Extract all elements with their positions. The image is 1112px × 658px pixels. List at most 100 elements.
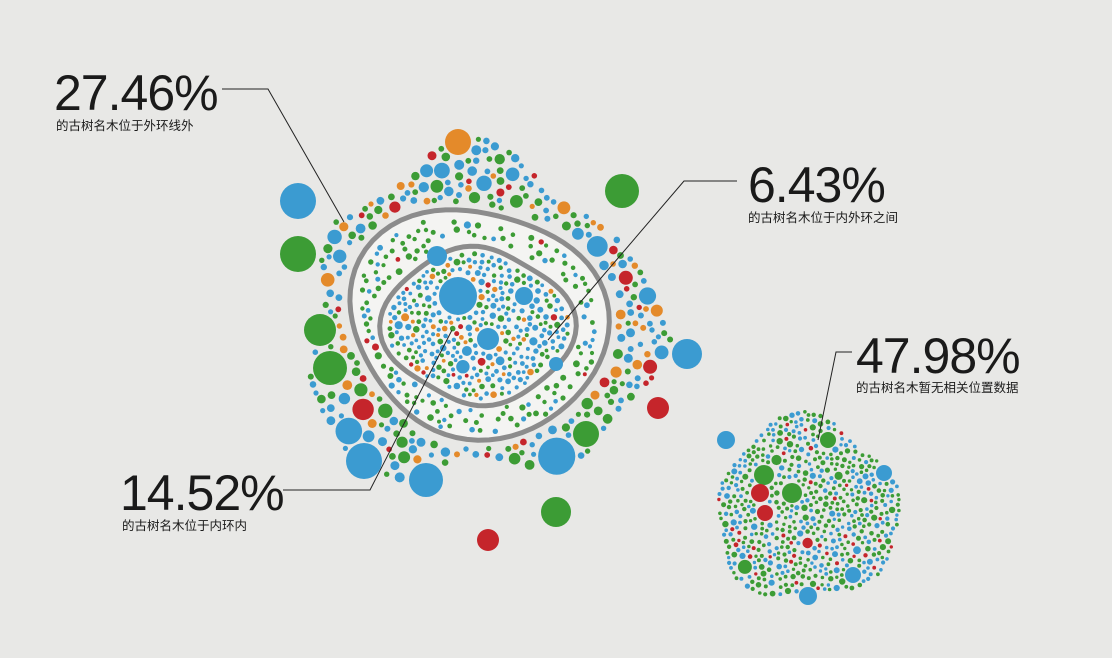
no-location-cluster-bubble	[897, 497, 901, 502]
no-location-cluster-bubble	[826, 518, 832, 524]
no-location-cluster-bubble	[787, 467, 792, 472]
inner-cluster-bubble	[559, 315, 564, 321]
label-outside-outer-ring: 的古树名木位于外环线外	[56, 118, 194, 133]
no-location-cluster-bubble	[879, 568, 883, 572]
outer-cluster-bubble	[467, 166, 478, 176]
outer-cluster-bubble	[339, 345, 348, 354]
inner-cluster-bubble	[463, 340, 468, 345]
no-location-cluster-bubble	[826, 425, 831, 431]
no-location-cluster-bubble	[802, 470, 809, 476]
no-location-cluster-bubble	[732, 571, 736, 575]
no-location-cluster-bubble	[830, 538, 836, 544]
no-location-cluster-bubble	[743, 464, 747, 468]
inner-cluster-bubble	[508, 342, 513, 347]
no-location-cluster-bubble	[814, 508, 821, 515]
no-location-cluster-bubble	[890, 479, 896, 485]
inner-cluster-bubble	[407, 304, 413, 310]
no-location-cluster-bubble	[832, 446, 839, 453]
no-location-cluster-bubble	[726, 471, 731, 476]
no-location-cluster-bubble	[790, 504, 794, 508]
outer-cluster-bubble	[624, 368, 631, 375]
outer-cluster-bubble	[430, 179, 444, 193]
no-location-cluster-bubble	[877, 551, 882, 556]
no-location-cluster-bubble	[859, 485, 864, 489]
inner-cluster-bubble	[524, 333, 529, 338]
no-location-cluster-bubble	[837, 537, 842, 542]
between-rings-bubble	[442, 417, 447, 423]
outer-cluster-bubble	[627, 309, 635, 316]
no-location-cluster-bubble	[763, 557, 768, 563]
outer-cluster-bubble	[535, 432, 543, 440]
no-location-cluster-bubble	[733, 542, 739, 548]
no-location-cluster-bubble	[732, 561, 737, 566]
between-rings-bubble	[427, 414, 434, 421]
outer-cluster-bubble	[445, 129, 471, 155]
no-location-cluster-bubble	[803, 410, 807, 414]
no-location-cluster-bubble	[852, 524, 857, 529]
outer-cluster-bubble	[376, 396, 383, 402]
no-location-cluster-bubble	[760, 521, 764, 526]
outer-cluster-bubble	[369, 391, 375, 398]
between-rings-bubble	[469, 426, 475, 433]
outer-cluster-bubble	[512, 443, 519, 450]
inner-cluster-bubble	[388, 312, 392, 316]
no-location-cluster-bubble	[806, 558, 810, 562]
inner-cluster-bubble	[427, 304, 432, 309]
between-rings-bubble	[456, 408, 462, 415]
no-location-cluster-bubble	[780, 510, 784, 514]
no-location-cluster-bubble	[761, 543, 766, 548]
between-rings-bubble	[544, 385, 550, 391]
no-location-cluster-bubble	[822, 587, 827, 591]
no-location-cluster-bubble	[840, 437, 844, 441]
inner-cluster-bubble	[398, 335, 405, 341]
between-rings-bubble	[411, 381, 418, 388]
between-rings-bubble	[570, 265, 576, 271]
inner-cluster-bubble	[436, 327, 441, 332]
inner-cluster-bubble	[527, 322, 533, 327]
outer-cluster-bubble	[416, 437, 426, 447]
outer-cluster-bubble	[607, 273, 616, 281]
no-location-cluster-bubble	[826, 583, 831, 587]
no-location-cluster-bubble	[727, 560, 732, 566]
no-location-cluster-bubble	[775, 445, 780, 449]
between-rings-bubble	[482, 235, 487, 241]
between-rings-bubble	[366, 328, 371, 334]
inner-cluster-bubble	[436, 333, 441, 337]
no-location-cluster-bubble	[865, 545, 871, 552]
no-location-cluster-bubble	[747, 544, 751, 549]
between-rings-bubble	[466, 229, 472, 235]
inner-cluster-bubble	[554, 297, 561, 304]
no-location-cluster-bubble	[851, 463, 856, 468]
outer-cluster-bubble	[609, 245, 618, 255]
inner-cluster-bubble	[477, 328, 499, 350]
inner-cluster-bubble	[543, 314, 549, 320]
outer-cluster-bubble	[384, 425, 391, 432]
inner-cluster-bubble	[435, 349, 440, 354]
outer-cluster-bubble	[335, 306, 342, 313]
no-location-cluster-bubble	[729, 481, 734, 485]
outer-cluster-bubble	[341, 264, 348, 270]
no-location-cluster-bubble	[872, 483, 877, 489]
no-location-cluster-bubble	[824, 567, 828, 571]
between-rings-bubble	[581, 314, 587, 320]
inner-cluster-bubble	[485, 266, 490, 272]
outer-cluster-bubble	[444, 179, 451, 186]
inner-cluster-bubble	[424, 366, 429, 371]
inner-cluster-bubble	[540, 283, 545, 288]
inner-cluster-bubble	[550, 314, 558, 321]
outer-cluster-bubble	[538, 437, 576, 475]
outer-cluster-bubble	[637, 269, 644, 276]
no-location-cluster-bubble	[857, 582, 863, 588]
no-location-cluster-bubble	[828, 576, 834, 582]
no-location-cluster-bubble	[734, 483, 739, 488]
no-location-cluster-bubble	[720, 486, 725, 491]
between-rings-bubble	[389, 248, 395, 254]
between-rings-bubble	[500, 411, 506, 416]
inner-cluster-bubble	[453, 358, 458, 363]
between-rings-bubble	[387, 373, 394, 379]
outer-cluster-bubble	[378, 437, 387, 447]
inner-cluster-bubble	[451, 372, 456, 377]
outer-cluster-bubble	[570, 212, 577, 219]
no-location-cluster-bubble	[801, 504, 808, 511]
no-location-cluster-bubble	[880, 555, 885, 560]
